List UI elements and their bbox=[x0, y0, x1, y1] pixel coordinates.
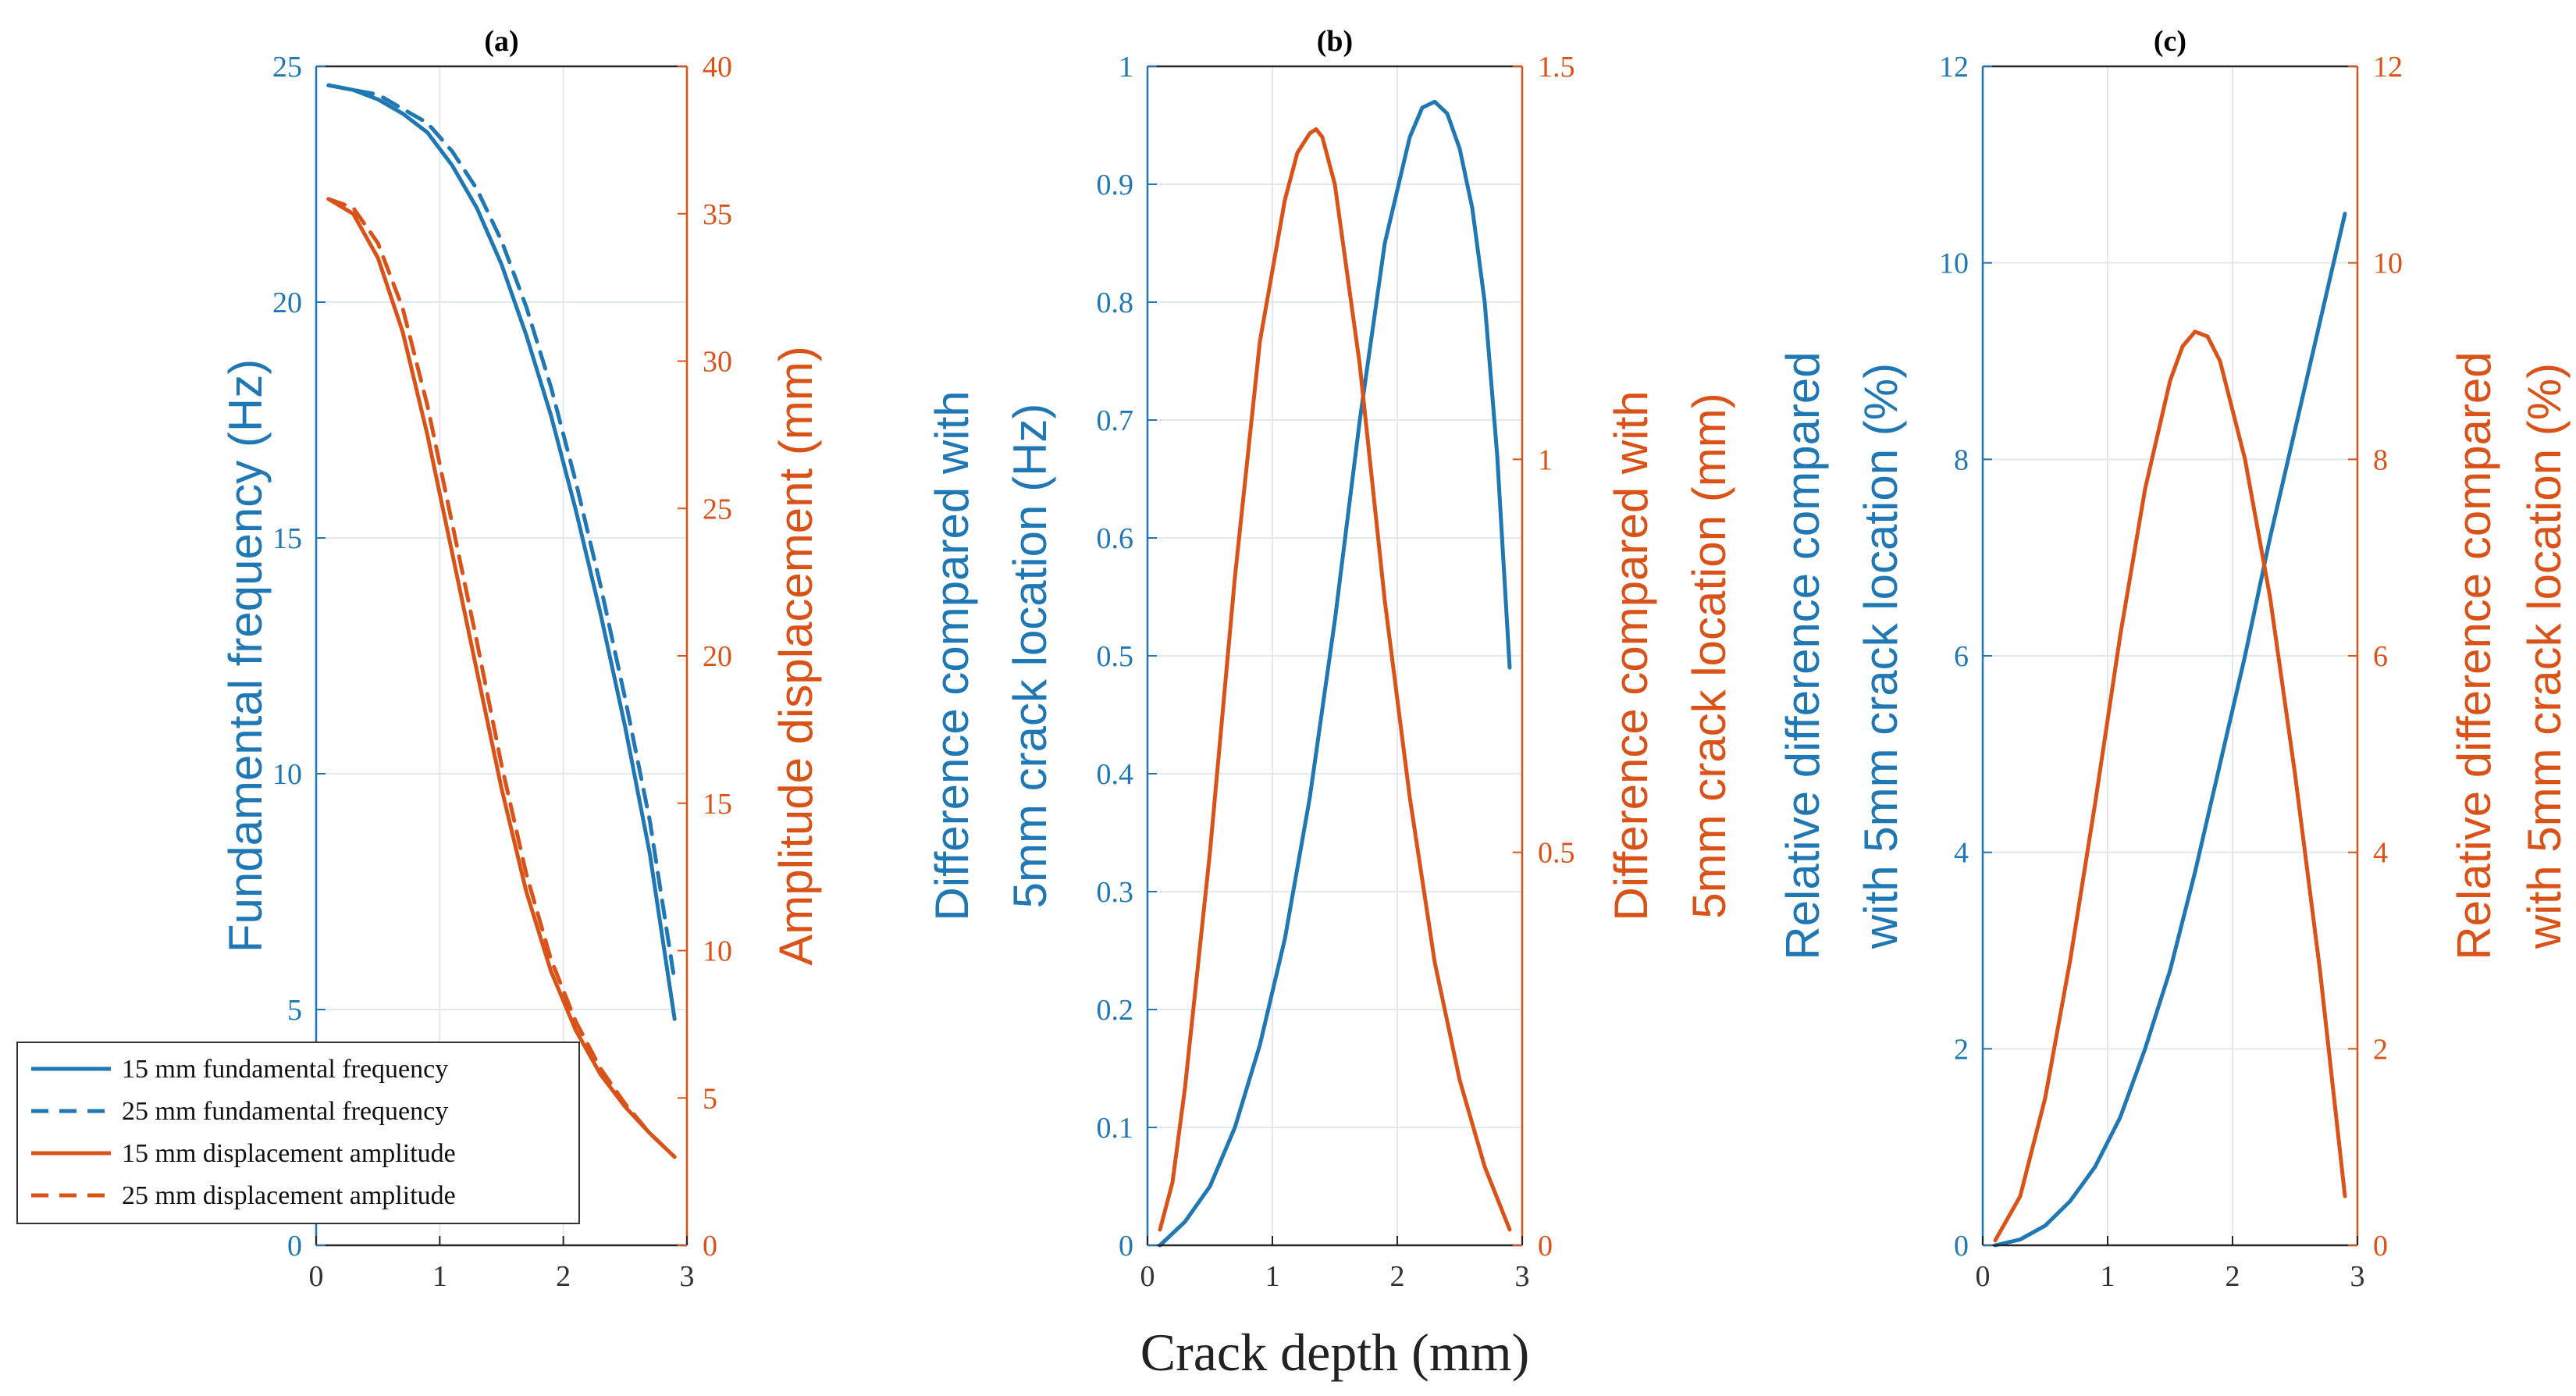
y-right-axis-label: 5mm crack location (mm) bbox=[1683, 393, 1735, 918]
panel-b: 0 1 2 300.10.20.30.40.50.60.70.80.9100.511.… bbox=[926, 25, 1735, 1293]
legend-box bbox=[16, 1042, 580, 1224]
series-line bbox=[326, 197, 677, 1159]
panel-title: (a) bbox=[484, 25, 518, 58]
y-right-tick-label: 15 bbox=[703, 788, 732, 821]
legend-label: 15 mm fundamental frequency bbox=[122, 1055, 448, 1084]
y-right-tick-label: 4 bbox=[2373, 837, 2388, 870]
y-right-tick-label: 2 bbox=[2373, 1033, 2388, 1066]
y-right-tick-label: 0 bbox=[1538, 1230, 1553, 1262]
y-left-tick-label: 0 bbox=[1119, 1230, 1133, 1262]
series-line bbox=[326, 83, 677, 1021]
series-line bbox=[1993, 212, 2347, 1248]
y-left-tick-label: 0.3 bbox=[1097, 876, 1134, 909]
y-right-axis-label: Relative difference compared bbox=[2448, 351, 2500, 960]
x-tick-label: 1 bbox=[432, 1260, 447, 1293]
y-right-tick-label: 35 bbox=[703, 198, 732, 231]
y-right-tick-label: 10 bbox=[2373, 248, 2403, 280]
series-line bbox=[326, 197, 677, 1159]
series-line bbox=[1158, 99, 1512, 1248]
y-left-tick-label: 0.8 bbox=[1097, 287, 1134, 319]
y-left-tick-label: 25 bbox=[272, 51, 302, 84]
y-right-tick-label: 1 bbox=[1538, 443, 1553, 476]
y-left-tick-label: 12 bbox=[1939, 51, 1969, 84]
x-axis-label: Crack depth (mm) bbox=[1140, 1323, 1530, 1382]
y-left-axis-label: with 5mm crack location (%) bbox=[1855, 363, 1907, 949]
y-left-tick-label: 15 bbox=[272, 522, 302, 555]
y-left-tick-label: 0.1 bbox=[1097, 1112, 1134, 1145]
y-right-tick-label: 20 bbox=[703, 640, 732, 673]
series-line bbox=[326, 83, 677, 984]
x-tick-label: 2 bbox=[1390, 1260, 1405, 1293]
x-tick-label: 0 bbox=[1140, 1260, 1155, 1293]
x-tick-label: 0 bbox=[309, 1260, 324, 1293]
y-left-tick-label: 1 bbox=[1119, 51, 1133, 84]
y-right-tick-label: 0 bbox=[2373, 1230, 2388, 1262]
y-right-tick-label: 0 bbox=[703, 1230, 717, 1262]
y-right-tick-label: 10 bbox=[703, 935, 732, 968]
y-right-tick-label: 25 bbox=[703, 493, 732, 525]
y-left-tick-label: 4 bbox=[1954, 837, 1969, 870]
y-left-tick-label: 10 bbox=[272, 758, 302, 791]
y-left-axis-label: Fundamental frequency (Hz) bbox=[219, 359, 272, 953]
y-right-tick-label: 0.5 bbox=[1538, 837, 1575, 870]
y-left-tick-label: 20 bbox=[272, 287, 302, 319]
y-left-axis-label: 5mm crack location (Hz) bbox=[1004, 404, 1056, 909]
series-line bbox=[1158, 127, 1512, 1232]
y-right-tick-label: 40 bbox=[703, 51, 732, 84]
y-left-tick-label: 8 bbox=[1954, 443, 1969, 476]
y-left-tick-label: 0 bbox=[287, 1230, 302, 1262]
x-tick-label: 3 bbox=[1515, 1260, 1530, 1293]
y-left-tick-label: 0.9 bbox=[1097, 169, 1134, 201]
y-left-tick-label: 0.6 bbox=[1097, 522, 1134, 555]
y-left-tick-label: 0 bbox=[1954, 1230, 1969, 1262]
legend-label: 15 mm displacement amplitude bbox=[122, 1139, 456, 1168]
y-right-tick-label: 5 bbox=[703, 1082, 717, 1115]
series-line bbox=[1993, 329, 2347, 1243]
y-right-axis-label: with 5mm crack location (%) bbox=[2518, 363, 2571, 949]
panel-title: (b) bbox=[1317, 25, 1353, 58]
legend: 15 mm fundamental frequency 25 mm fundame… bbox=[16, 1042, 580, 1224]
panel-title: (c) bbox=[2154, 25, 2186, 58]
y-left-tick-label: 0.7 bbox=[1097, 404, 1134, 437]
y-right-tick-label: 8 bbox=[2373, 443, 2388, 476]
y-right-axis-label: Amplitude displacement (mm) bbox=[770, 346, 822, 966]
y-right-axis-label: Difference compared with bbox=[1605, 390, 1657, 921]
x-tick-label: 3 bbox=[2350, 1260, 2365, 1293]
y-left-tick-label: 0.2 bbox=[1097, 994, 1134, 1027]
y-left-tick-label: 0.4 bbox=[1097, 758, 1134, 791]
y-left-tick-label: 2 bbox=[1954, 1033, 1969, 1066]
legend-label: 25 mm fundamental frequency bbox=[122, 1097, 448, 1126]
y-left-axis-label: Difference compared with bbox=[926, 390, 978, 921]
y-right-tick-label: 6 bbox=[2373, 640, 2388, 673]
y-left-tick-label: 6 bbox=[1954, 640, 1969, 673]
y-left-tick-label: 10 bbox=[1939, 248, 1969, 280]
y-left-axis-label: Relative difference compared bbox=[1777, 351, 1829, 960]
x-tick-label: 0 bbox=[1976, 1260, 1991, 1293]
y-left-tick-label: 0.5 bbox=[1097, 640, 1134, 673]
x-tick-label: 3 bbox=[680, 1260, 695, 1293]
panel-a: 0 1 2 305101520250510152025303540(a)Fundame… bbox=[16, 25, 822, 1293]
x-tick-label: 2 bbox=[556, 1260, 571, 1293]
y-left-tick-label: 5 bbox=[287, 994, 302, 1027]
y-right-tick-label: 12 bbox=[2373, 51, 2403, 84]
y-right-tick-label: 1.5 bbox=[1538, 51, 1575, 84]
x-tick-label: 1 bbox=[2101, 1260, 2115, 1293]
legend-label: 25 mm displacement amplitude bbox=[122, 1181, 456, 1210]
y-right-tick-label: 30 bbox=[703, 346, 732, 379]
x-tick-label: 1 bbox=[1265, 1260, 1280, 1293]
x-tick-label: 2 bbox=[2226, 1260, 2240, 1293]
